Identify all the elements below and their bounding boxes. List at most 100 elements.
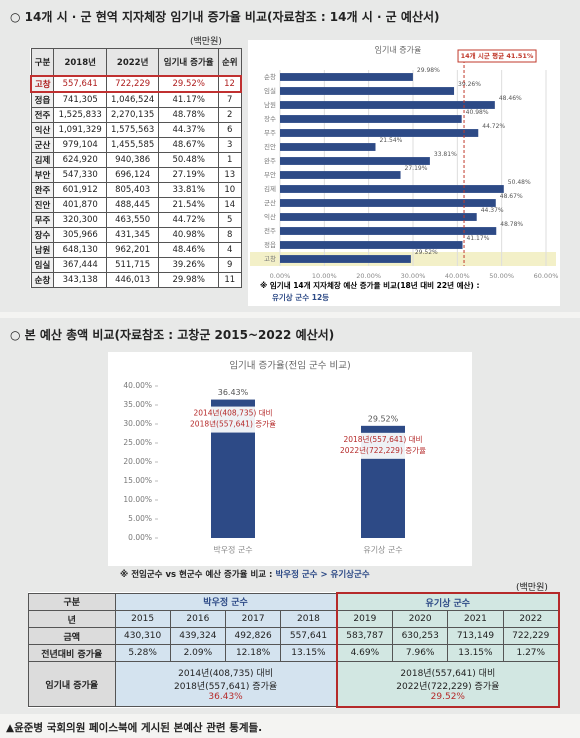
cell: 722,229 (502, 627, 560, 645)
value-label: 48.46% (499, 95, 522, 102)
bar (280, 73, 413, 81)
cell: 12 (218, 75, 243, 93)
cell: 41.17% (158, 91, 220, 108)
table: 구분 2018년 2022년 임기내 증가율 순위 고창 557,641 722,229 29.… (30, 48, 243, 288)
bar (280, 227, 497, 235)
term-line: 2022년(722,229) 증가율 (396, 681, 500, 692)
term-line: 2018년(557,641) 증가율 (174, 682, 278, 692)
cell: 2021 (447, 610, 504, 628)
cell: 3 (218, 137, 242, 153)
cell: 1,046,524 (105, 91, 160, 108)
annotation: 2018년(557,641) 대비 (343, 434, 422, 444)
cell: 305,966 (53, 227, 107, 243)
chart-title: 임기내 증가율 (375, 46, 422, 55)
cell: 320,300 (53, 212, 107, 228)
cell: 12.18% (224, 644, 282, 662)
cell: 39.26% (158, 257, 220, 273)
row-label: 전년대비 증가율 (28, 644, 116, 662)
unit: (백만원) (190, 37, 222, 47)
cell: 29.98% (158, 272, 220, 288)
value-label: 48.67% (500, 193, 523, 200)
header-cell: 2022년 (105, 48, 160, 77)
bar (280, 157, 430, 165)
caption: ▲윤준병 국회의원 페이스북에 게시된 본예산 관련 통계들. (6, 722, 263, 734)
note: ※ 임기내 14개 지자체장 예산 증가율 비교(18년 대비 22년 예산) … (260, 280, 479, 290)
y-tick-label: 40.00% (123, 381, 152, 390)
header-row: 구분 박우정 군수 유기상 군수 (28, 592, 561, 611)
cell: 430,310 (114, 627, 171, 645)
cell: 2015 (114, 610, 171, 628)
value-label: 36.43% (218, 388, 249, 397)
cell: 1,455,585 (105, 137, 160, 153)
cell: 임실 (30, 257, 55, 273)
cell: 4.69% (335, 644, 394, 662)
unit: (백만원) (516, 583, 548, 593)
cell: 1,525,833 (53, 107, 107, 123)
y-tick-label: 35.00% (123, 400, 152, 409)
bar (280, 129, 479, 137)
term-rate: 29.52% (430, 691, 465, 702)
cell: 696,124 (105, 167, 160, 183)
cell: 완주 (30, 182, 55, 198)
y-tick-label: 고창 (264, 255, 276, 263)
cell: 진안 (30, 197, 55, 213)
value-label: 39.26% (458, 81, 481, 88)
cell: 463,550 (105, 212, 160, 228)
cell: 김제 (30, 152, 55, 168)
cell: 547,330 (53, 167, 107, 183)
x-tick-label: 50.00% (489, 272, 514, 280)
value-label: 44.37% (481, 207, 504, 214)
cell: 401,870 (53, 197, 107, 213)
cell: 10 (218, 182, 242, 198)
value-label: 29.52% (368, 414, 399, 423)
cell: 583,787 (335, 627, 394, 645)
cell: 14 (218, 197, 242, 213)
header-cell: 순위 (218, 48, 242, 77)
cell: 2 (218, 107, 242, 123)
annotation: 2022년(722,229) 증가율 (340, 445, 426, 455)
cell: 정읍 (30, 91, 55, 108)
cell: 940,386 (105, 152, 160, 168)
row: 남원 648,130 962,201 48.46% 4 (30, 242, 242, 258)
x-tick-label: 60.00% (534, 272, 559, 280)
cell: 624,920 (53, 152, 107, 168)
x-tick-label: 30.00% (401, 272, 426, 280)
cell: 713,149 (447, 627, 504, 645)
y-tick-label: 남원 (264, 100, 276, 109)
cell: 21.54% (158, 197, 220, 213)
row-label: 년 (28, 610, 116, 628)
cell: 50.48% (158, 152, 220, 168)
row-label: 금액 (28, 627, 116, 645)
cell: 40.98% (158, 227, 220, 243)
cell: 무주 (30, 212, 55, 228)
section-title: ○ 본 예산 총액 비교(자료참조 : 고창군 2015~2022 예산서) (10, 328, 335, 342)
y-tick-label: 20.00% (123, 457, 152, 466)
cell: 2.09% (169, 644, 227, 662)
row: 전주 1,525,833 2,270,135 48.78% 2 (30, 107, 242, 123)
cell: 722,229 (105, 75, 160, 93)
row: 금액 430,310 439,324 492,826 557,641 583,787 630… (28, 627, 560, 645)
cell: 전주 (30, 107, 55, 123)
annotation: 2014년(408,735) 대비 (193, 408, 272, 418)
value-label: 29.52% (415, 249, 438, 256)
cell: 48.78% (158, 107, 220, 123)
header-cell: 2018년 (53, 48, 107, 77)
row: 군산 979,104 1,455,585 48.67% 3 (30, 137, 242, 153)
cell: 2018 (280, 610, 338, 628)
cell: 511,715 (105, 257, 160, 273)
row: 년 2015 2016 2017 2018 2019 2020 2021 2022 (28, 610, 560, 628)
cell: 1,575,563 (105, 122, 160, 138)
bar (280, 143, 376, 151)
cell: 익산 (30, 122, 55, 138)
bar (280, 213, 477, 221)
cell: 601,912 (53, 182, 107, 198)
value-label: 44.72% (482, 123, 505, 130)
cell: 순창 (30, 272, 55, 288)
annotation: 2018년(557,641) 증가율 (190, 419, 276, 429)
panel-2: ○ 본 예산 총액 비교(자료참조 : 고창군 2015~2022 예산서) 임… (0, 318, 580, 714)
bar (280, 255, 411, 263)
x-tick-label: 박우정 군수 (213, 545, 252, 555)
cell: 2,270,135 (105, 107, 160, 123)
bar (280, 199, 496, 207)
cell: 장수 (30, 227, 55, 243)
